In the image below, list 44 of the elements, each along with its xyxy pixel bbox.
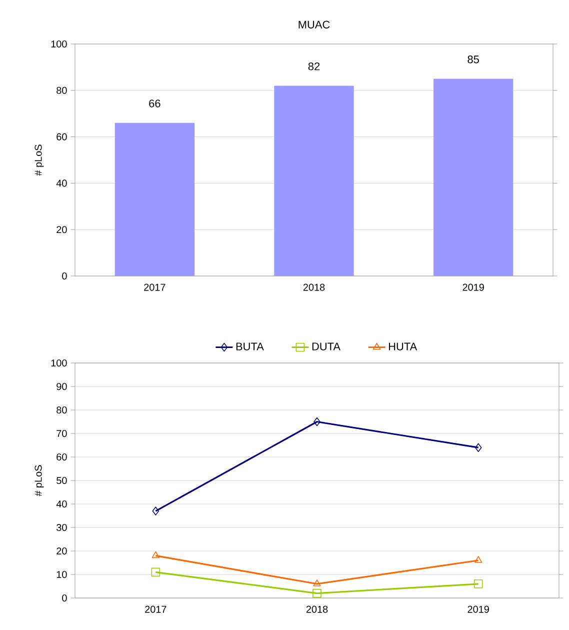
y-tick-label: 80 — [56, 86, 67, 94]
y-tick-label: 40 — [56, 500, 67, 508]
point — [152, 551, 160, 558]
y-tick-label: 90 — [56, 382, 67, 390]
y-tick-label: 100 — [51, 359, 67, 367]
x-tick-label: 2018 — [303, 284, 325, 291]
y-axis-title: # pLoS — [34, 465, 44, 496]
x-tick-label: 2017 — [145, 606, 166, 613]
y-tick-label: 0 — [62, 594, 67, 602]
legend-label: BUTA — [236, 342, 264, 350]
y-tick-label: 40 — [56, 180, 67, 187]
y-tick-label: 60 — [56, 133, 67, 140]
x-tick-label: 2017 — [144, 284, 166, 291]
y-tick-label: 50 — [56, 476, 67, 484]
bar — [434, 78, 514, 276]
point — [312, 588, 322, 598]
y-tick-label: 20 — [56, 547, 67, 555]
y-tick-label: 10 — [56, 570, 67, 578]
y-tick-label: 80 — [56, 406, 67, 414]
bar — [114, 122, 194, 276]
y-tick-label: 70 — [56, 430, 67, 438]
chart-title: MUAC — [298, 20, 330, 28]
y-tick-label: 100 — [51, 40, 67, 48]
point — [151, 568, 160, 577]
bar — [274, 86, 354, 276]
point — [474, 556, 482, 563]
point — [474, 443, 482, 452]
legend-label: DUTA — [312, 342, 340, 350]
data-label: 66 — [149, 100, 160, 108]
y-tick-label: 0 — [62, 272, 67, 280]
data-label: 82 — [308, 62, 320, 70]
legend-label: HUTA — [389, 342, 418, 350]
y-tick-label: 60 — [56, 453, 67, 461]
point — [152, 506, 160, 516]
y-tick-label: 20 — [56, 226, 67, 234]
x-tick-label: 2019 — [468, 606, 489, 613]
data-label: 85 — [468, 56, 479, 64]
y-axis-title: # pLoS — [34, 144, 44, 176]
point — [314, 417, 320, 426]
point — [474, 580, 483, 588]
point — [313, 580, 321, 586]
x-tick-label: 2018 — [306, 606, 328, 613]
y-tick-label: 30 — [56, 524, 67, 532]
x-tick-label: 2019 — [462, 284, 484, 291]
